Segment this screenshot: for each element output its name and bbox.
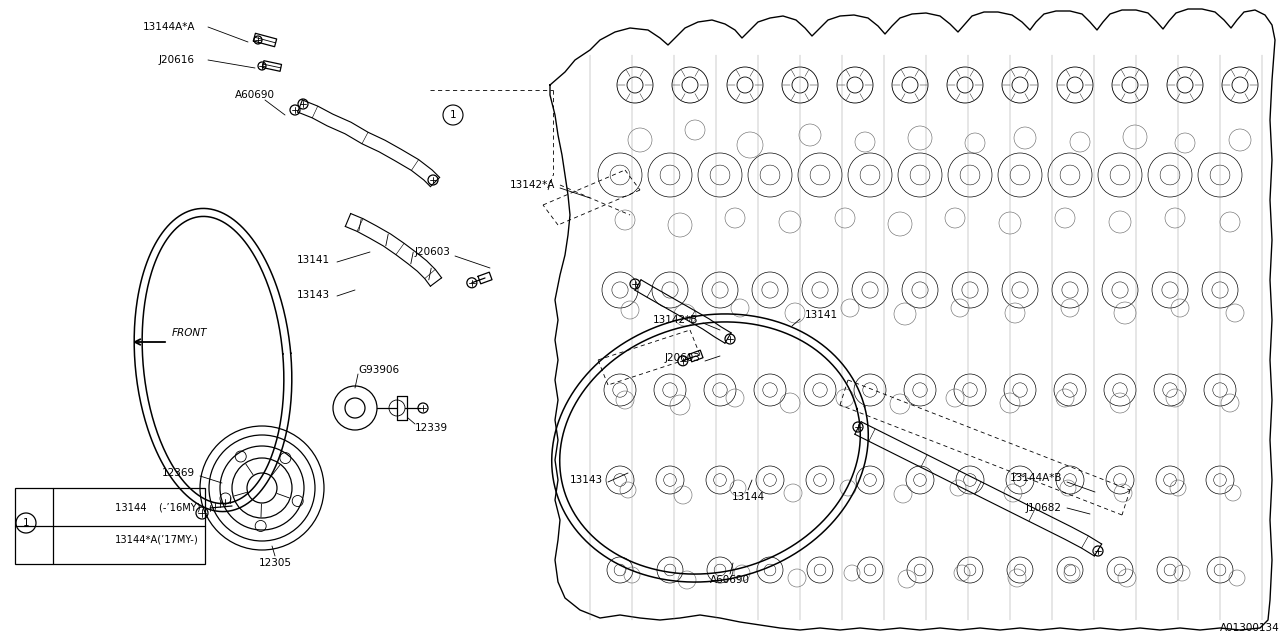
Text: 1: 1 xyxy=(23,518,29,528)
Text: 12305: 12305 xyxy=(259,558,292,568)
Text: 13144A*B: 13144A*B xyxy=(1010,473,1062,483)
Text: 13142*B: 13142*B xyxy=(653,315,698,325)
Polygon shape xyxy=(550,9,1275,630)
Text: 13143: 13143 xyxy=(297,290,330,300)
Bar xyxy=(15,488,205,564)
Text: J20603: J20603 xyxy=(664,353,700,363)
Text: 1: 1 xyxy=(449,110,456,120)
Text: FRONT: FRONT xyxy=(172,328,207,338)
Text: 13141: 13141 xyxy=(805,310,838,320)
Text: 13143: 13143 xyxy=(570,475,603,485)
Text: G93906: G93906 xyxy=(358,365,399,375)
Text: 12339: 12339 xyxy=(415,423,448,433)
Text: 13144: 13144 xyxy=(731,492,764,502)
Text: 13141: 13141 xyxy=(297,255,330,265)
Text: 12369: 12369 xyxy=(161,468,195,478)
Text: A60690: A60690 xyxy=(236,90,275,100)
Text: 13142*A: 13142*A xyxy=(509,180,556,190)
Text: J20616: J20616 xyxy=(159,55,195,65)
Text: J10682: J10682 xyxy=(1027,503,1062,513)
Text: 13144A*A: 13144A*A xyxy=(142,22,195,32)
Text: A013001341: A013001341 xyxy=(1220,623,1280,633)
Text: J20603: J20603 xyxy=(415,247,451,257)
Text: 13144*A(’17MY-): 13144*A(’17MY-) xyxy=(115,535,198,545)
Text: 13144    (-’16MY): 13144 (-’16MY) xyxy=(115,503,201,513)
Text: A60690: A60690 xyxy=(710,575,750,585)
